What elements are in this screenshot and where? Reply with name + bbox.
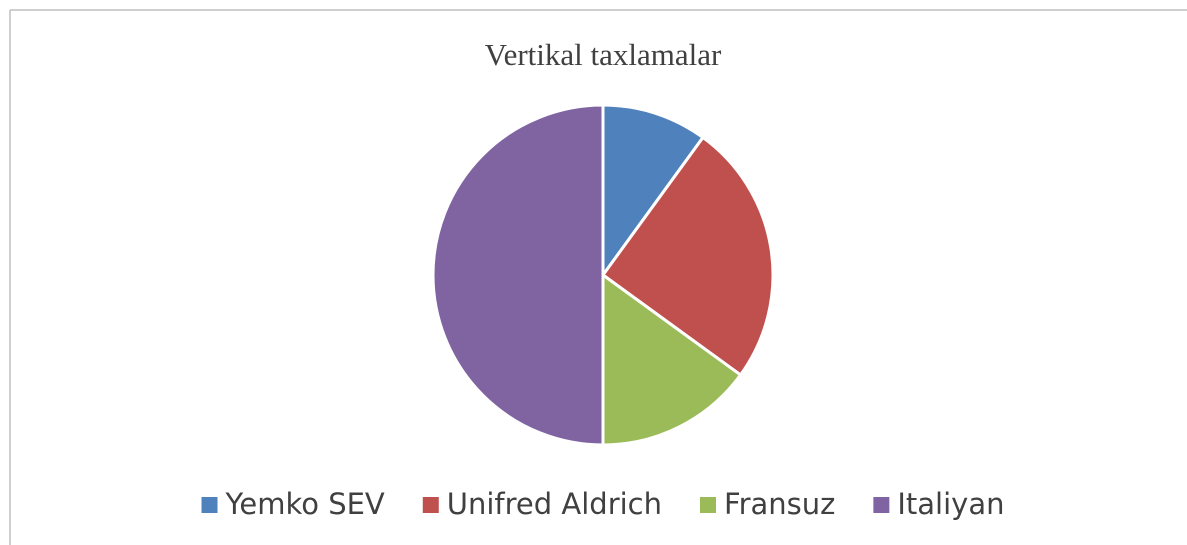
legend-swatch — [700, 497, 716, 513]
legend-swatch — [873, 497, 890, 513]
pie-slice — [601, 103, 706, 280]
pie-slice — [601, 272, 743, 447]
pie-slice — [600, 135, 775, 378]
legend-label: Fransuz — [724, 487, 835, 521]
legend-label: Unifred Aldrich — [447, 487, 662, 521]
legend: Yemko SEV Unifred Aldrich Fransuz Italiyan — [201, 487, 1004, 521]
pie-slice — [431, 103, 605, 447]
chart-title: Vertikal taxlamalar — [485, 37, 722, 72]
legend-label: Yemko SEV — [225, 487, 385, 521]
legend-swatch — [422, 497, 439, 513]
legend-swatch — [201, 497, 218, 513]
legend-label: Italiyan — [897, 487, 1004, 521]
